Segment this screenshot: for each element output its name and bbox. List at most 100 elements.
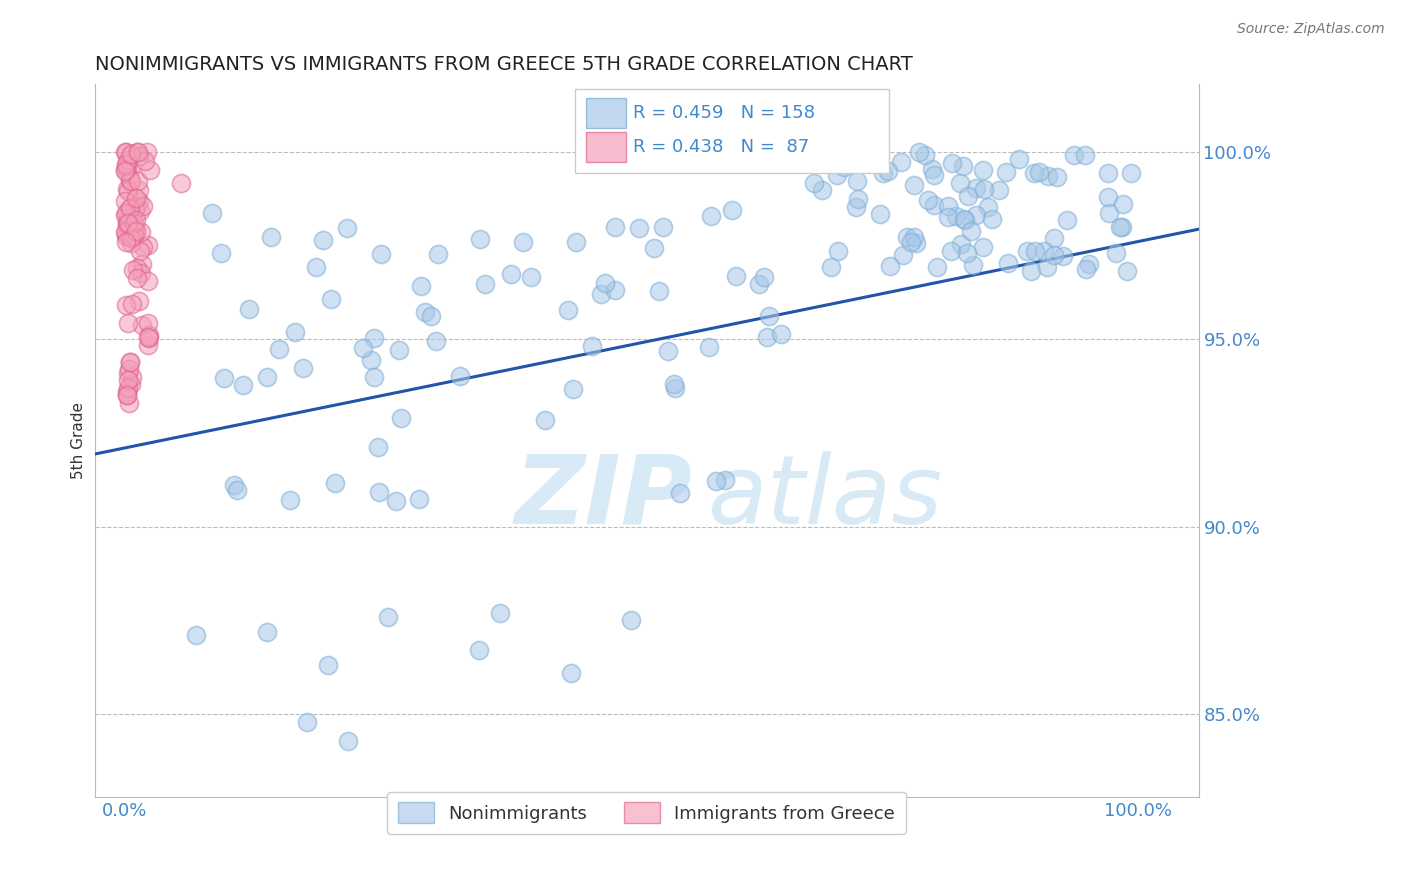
Point [131, 257, 153, 271]
Point [914, 148, 936, 162]
Point [117, 316, 139, 330]
Point [965, 181, 987, 195]
Point [127, 261, 149, 276]
Point [118, 396, 141, 410]
Point [120, 229, 142, 244]
Point [121, 297, 143, 311]
Point [131, 266, 153, 280]
Point [939, 244, 962, 258]
Point [997, 256, 1019, 270]
Point [994, 164, 1017, 178]
Point [388, 343, 411, 357]
Point [115, 217, 138, 231]
Point [973, 182, 995, 196]
Point [427, 247, 450, 261]
Point [132, 199, 155, 213]
Point [960, 223, 983, 237]
Point [949, 176, 972, 190]
Point [120, 231, 142, 245]
Point [118, 216, 141, 230]
Point [115, 388, 138, 402]
Point [125, 213, 148, 227]
Point [115, 388, 138, 402]
Point [115, 235, 138, 249]
Point [936, 199, 959, 213]
Point [120, 201, 142, 215]
Point [114, 163, 136, 178]
Point [924, 197, 946, 211]
Point [1104, 246, 1126, 260]
Point [121, 369, 143, 384]
Point [1063, 148, 1085, 162]
Point [903, 229, 925, 244]
Point [557, 302, 579, 317]
Point [292, 361, 315, 376]
Point [128, 244, 150, 258]
Point [125, 199, 148, 213]
Point [117, 381, 139, 395]
Point [725, 268, 748, 283]
Text: ZIP: ZIP [515, 451, 692, 544]
Point [169, 176, 191, 190]
Point [115, 215, 138, 229]
FancyBboxPatch shape [586, 132, 626, 161]
Point [697, 340, 720, 354]
Point [972, 163, 994, 178]
Point [891, 248, 914, 262]
Point [377, 609, 399, 624]
Point [360, 353, 382, 368]
Point [128, 183, 150, 197]
Point [704, 474, 727, 488]
Point [603, 283, 626, 297]
Point [936, 210, 959, 224]
Point [118, 354, 141, 368]
Point [117, 153, 139, 167]
Point [499, 267, 522, 281]
Point [534, 412, 557, 426]
Point [643, 241, 665, 255]
Point [115, 229, 138, 244]
Point [214, 371, 236, 385]
Point [226, 483, 249, 497]
Point [413, 305, 436, 319]
Point [1076, 261, 1098, 276]
Point [770, 326, 793, 341]
Point [664, 381, 686, 395]
Point [115, 163, 138, 178]
Point [114, 194, 136, 208]
Point [825, 168, 848, 182]
Point [1043, 248, 1066, 262]
Point [1028, 164, 1050, 178]
Point [1111, 220, 1133, 235]
Point [593, 276, 616, 290]
Point [603, 220, 626, 235]
Point [120, 171, 142, 186]
Point [127, 145, 149, 159]
Point [115, 182, 138, 196]
Point [408, 491, 430, 506]
Point [908, 145, 931, 159]
Point [120, 146, 142, 161]
Point [945, 209, 967, 223]
Point [957, 189, 980, 203]
Point [117, 204, 139, 219]
Point [657, 343, 679, 358]
Point [120, 149, 142, 163]
Point [117, 373, 139, 387]
Point [988, 183, 1011, 197]
Legend: Nonimmigrants, Immigrants from Greece: Nonimmigrants, Immigrants from Greece [387, 791, 905, 834]
Point [1097, 166, 1119, 180]
Point [1074, 148, 1097, 162]
Point [1024, 244, 1046, 259]
Point [363, 331, 385, 345]
Point [1008, 152, 1031, 166]
Point [758, 309, 780, 323]
Point [114, 225, 136, 239]
Point [846, 192, 869, 206]
Point [627, 220, 650, 235]
Point [125, 224, 148, 238]
Point [120, 174, 142, 188]
Point [1077, 257, 1099, 271]
Point [118, 202, 141, 217]
Point [425, 334, 447, 348]
